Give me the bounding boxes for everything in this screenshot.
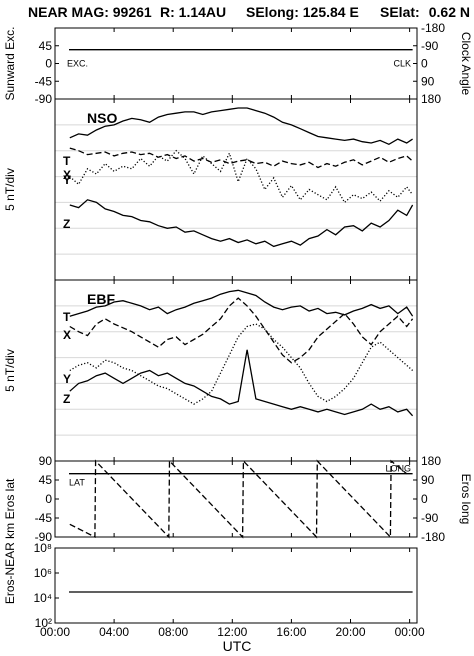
y-right-tick-label: -90	[421, 39, 439, 53]
series-line-z	[69, 349, 414, 417]
y-right-axis-label: Clock Angle	[459, 32, 473, 96]
y-right-tick-label: 90	[421, 473, 435, 487]
annotation-exc: EXC.	[67, 59, 88, 69]
y-right-axis-label: Eros long	[459, 474, 473, 525]
series-line-x	[69, 147, 414, 169]
y-axis-label: 5 nT/div	[3, 349, 17, 392]
y-right-tick-label: 0	[421, 57, 428, 71]
x-tick-label: 00:00	[395, 625, 425, 639]
y-tick-label: 0	[45, 492, 52, 506]
y-right-tick-label: 90	[421, 74, 435, 88]
series-label: T	[63, 154, 71, 168]
y-tick-label: -90	[35, 92, 53, 106]
y-right-tick-label: 180	[421, 92, 441, 106]
series-line-long	[69, 459, 408, 539]
y-right-tick-label: -180	[421, 21, 445, 35]
x-tick-label: 08:00	[158, 625, 188, 639]
annotation-lat: LAT	[69, 478, 85, 488]
y-axis-label: Sunward Exc.	[3, 26, 17, 100]
y-right-tick-label: -180	[421, 530, 445, 544]
series-label: X	[63, 168, 71, 182]
panel-frame	[54, 547, 418, 624]
y-tick-label: -45	[35, 74, 53, 88]
series-label: Y	[63, 372, 71, 386]
y-right-tick-label: -90	[421, 511, 439, 525]
y-tick-label: 10⁸	[34, 541, 52, 555]
annotation-long: LONG	[385, 464, 411, 474]
series-line-z	[69, 199, 414, 248]
x-tick-label: 20:00	[335, 625, 365, 639]
y-tick-label: 90	[39, 454, 53, 468]
y-tick-label: 10⁴	[33, 591, 52, 605]
series-label: T	[63, 310, 71, 324]
series-line-y	[69, 149, 414, 204]
panel-title: EBF	[87, 291, 115, 307]
series-line-t	[69, 107, 413, 146]
header-selat-value: 0.62 N	[429, 4, 470, 20]
header-selong: SElong: 125.84 E	[246, 4, 359, 20]
y-tick-label: -90	[35, 530, 53, 544]
panel-eros: 90 45 0 -45 -90 180 90 0 -90 -180 Eros lat Eros lon…	[3, 454, 473, 544]
x-tick-label: 12:00	[217, 625, 247, 639]
panel-ebf: 5 nT/div EBF TX YZ	[3, 289, 417, 436]
y-tick-label: 10⁶	[34, 566, 52, 580]
x-tick-label: 16:00	[276, 625, 306, 639]
y-tick-label: -45	[35, 511, 53, 525]
series-line-y	[69, 323, 414, 405]
panel-sunward: 45 0 -45 -90 180 90 0 -90 -180 Sunward Exc. Clock …	[3, 21, 473, 106]
y-right-tick-label: 0	[421, 492, 428, 506]
panel-nso: 5 nT/div NSO TXY Z	[3, 107, 417, 255]
panel-frame	[54, 279, 418, 462]
series-label: Z	[63, 392, 70, 406]
panel-range: 10⁸ 10⁶ 10⁴ 10² Eros-NEAR km	[3, 523, 413, 630]
x-tick-label: 00:00	[40, 625, 70, 639]
x-tick-label: 04:00	[99, 625, 129, 639]
y-axis-label: Eros-NEAR km	[3, 523, 17, 604]
y-tick-label: 0	[45, 57, 52, 71]
header-selat: SElat:	[380, 4, 420, 20]
series-label: Y	[63, 173, 71, 187]
series-line-x	[69, 297, 414, 364]
panel-frame	[54, 27, 418, 100]
y-axis-label: Eros lat	[3, 478, 17, 519]
series-label: X	[63, 328, 71, 342]
y-right-tick-label: 180	[421, 454, 441, 468]
y-axis-label: 5 nT/div	[3, 168, 17, 211]
header: NEAR MAG: 99261 R: 1.14AU SElong: 125.84…	[28, 4, 470, 20]
series-label: Z	[63, 217, 70, 231]
y-tick-label: 45	[39, 473, 53, 487]
panel-title: NSO	[87, 110, 117, 126]
header-distance: R: 1.14AU	[160, 4, 226, 20]
annotation-clk: CLK	[393, 59, 411, 69]
header-title: NEAR MAG: 99261	[28, 4, 152, 20]
y-tick-label: 45	[39, 39, 53, 53]
series-line-t	[69, 289, 414, 317]
y-tick-label: 10²	[35, 616, 52, 630]
x-axis: UTC 00:00 04:00 08:00 12:00 16:00 20:00 00:00	[40, 625, 425, 654]
x-axis-label: UTC	[223, 638, 252, 654]
panel-frame	[54, 460, 418, 538]
